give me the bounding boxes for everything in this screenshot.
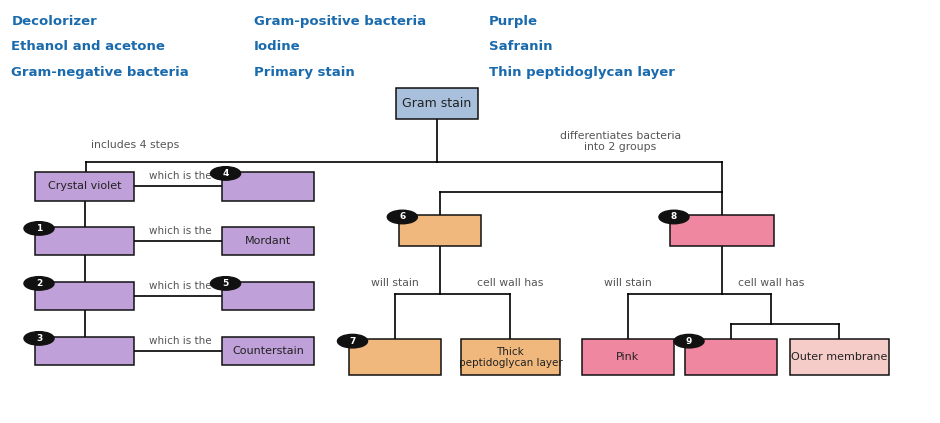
FancyBboxPatch shape: [396, 88, 478, 119]
Circle shape: [211, 167, 241, 180]
FancyBboxPatch shape: [222, 172, 314, 201]
FancyBboxPatch shape: [222, 282, 314, 310]
FancyBboxPatch shape: [36, 227, 133, 255]
FancyBboxPatch shape: [399, 215, 481, 246]
Text: cell wall has: cell wall has: [738, 278, 804, 288]
Circle shape: [24, 332, 55, 345]
FancyBboxPatch shape: [349, 339, 441, 376]
Text: differentiates bacteria
into 2 groups: differentiates bacteria into 2 groups: [560, 131, 681, 152]
FancyBboxPatch shape: [670, 215, 774, 246]
Text: 5: 5: [223, 279, 228, 288]
FancyBboxPatch shape: [222, 227, 314, 255]
Text: cell wall has: cell wall has: [478, 278, 543, 288]
Text: which is the: which is the: [149, 226, 212, 236]
FancyBboxPatch shape: [685, 339, 777, 376]
Text: 8: 8: [671, 212, 677, 222]
Circle shape: [211, 277, 241, 290]
Text: Mordant: Mordant: [244, 236, 291, 246]
Text: includes 4 steps: includes 4 steps: [91, 140, 180, 150]
Text: 9: 9: [686, 337, 692, 346]
Text: 3: 3: [36, 334, 42, 343]
FancyBboxPatch shape: [222, 337, 314, 365]
Text: which is the: which is the: [149, 281, 212, 291]
FancyBboxPatch shape: [462, 339, 560, 376]
Text: will stain: will stain: [371, 278, 418, 288]
Text: Gram-negative bacteria: Gram-negative bacteria: [11, 66, 189, 79]
Text: which is the: which is the: [149, 171, 212, 181]
Text: Ethanol and acetone: Ethanol and acetone: [11, 40, 165, 53]
Circle shape: [387, 210, 417, 224]
Text: Gram-positive bacteria: Gram-positive bacteria: [254, 15, 426, 28]
FancyBboxPatch shape: [36, 337, 133, 365]
Text: Safranin: Safranin: [489, 40, 553, 53]
Text: Iodine: Iodine: [254, 40, 301, 53]
Text: Decolorizer: Decolorizer: [11, 15, 97, 28]
Circle shape: [24, 222, 55, 235]
Text: Gram stain: Gram stain: [402, 97, 472, 110]
Text: 1: 1: [36, 224, 42, 233]
FancyBboxPatch shape: [790, 339, 889, 376]
FancyBboxPatch shape: [582, 339, 674, 376]
Text: 4: 4: [223, 169, 228, 178]
Text: Thick
peptidoglycan layer: Thick peptidoglycan layer: [459, 346, 562, 368]
FancyBboxPatch shape: [36, 282, 133, 310]
Text: Outer membrane: Outer membrane: [791, 352, 887, 363]
Text: 7: 7: [350, 337, 355, 346]
Circle shape: [674, 334, 704, 348]
Text: Pink: Pink: [617, 352, 639, 363]
Text: which is the: which is the: [149, 336, 212, 346]
Circle shape: [659, 210, 689, 224]
FancyBboxPatch shape: [36, 172, 133, 201]
Text: Crystal violet: Crystal violet: [48, 181, 121, 191]
Circle shape: [24, 277, 55, 290]
Text: Purple: Purple: [489, 15, 538, 28]
Text: Thin peptidoglycan layer: Thin peptidoglycan layer: [489, 66, 675, 79]
Text: 2: 2: [36, 279, 42, 288]
Text: 6: 6: [400, 212, 405, 222]
Circle shape: [337, 334, 368, 348]
Text: Primary stain: Primary stain: [254, 66, 354, 79]
Text: Counterstain: Counterstain: [232, 346, 304, 356]
Text: will stain: will stain: [604, 278, 651, 288]
